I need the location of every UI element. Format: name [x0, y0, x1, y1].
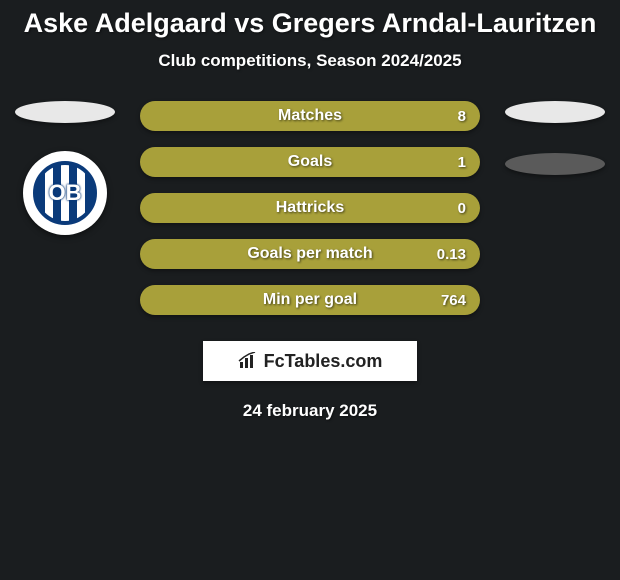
- stat-label: Goals: [288, 153, 332, 171]
- left-player-badge-placeholder: [15, 101, 115, 123]
- stat-value-right: 1: [458, 154, 466, 171]
- subtitle: Club competitions, Season 2024/2025: [0, 51, 620, 71]
- left-player-column: OB: [10, 101, 120, 235]
- attribution-text: FcTables.com: [264, 351, 383, 372]
- chart-icon: [238, 352, 260, 370]
- right-player-badge-placeholder-1: [505, 101, 605, 123]
- stat-bar: Matches 8: [140, 101, 480, 131]
- right-player-column: [500, 101, 610, 175]
- stat-label: Min per goal: [263, 291, 357, 309]
- stat-value-right: 0: [458, 200, 466, 217]
- stat-bar: Min per goal 764: [140, 285, 480, 315]
- stat-bar: Goals per match 0.13: [140, 239, 480, 269]
- stat-label: Hattricks: [276, 199, 344, 217]
- stat-label: Matches: [278, 107, 342, 125]
- attribution-badge: FcTables.com: [203, 341, 417, 381]
- stat-value-right: 8: [458, 108, 466, 125]
- stat-bar: Hattricks 0: [140, 193, 480, 223]
- page-title: Aske Adelgaard vs Gregers Arndal-Lauritz…: [0, 0, 620, 39]
- stat-label: Goals per match: [247, 245, 372, 263]
- stat-bars: Matches 8 Goals 1 Hattricks 0 Goals per match 0…: [140, 101, 480, 315]
- stat-value-right: 0.13: [437, 246, 466, 263]
- date-text: 24 february 2025: [0, 401, 620, 421]
- stat-bar: Goals 1: [140, 147, 480, 177]
- right-player-badge-placeholder-2: [505, 153, 605, 175]
- club-badge-text: OB: [49, 180, 82, 206]
- comparison-content: OB Matches 8 Goals 1 Hattricks 0 Goals per mat…: [0, 101, 620, 421]
- stat-value-right: 764: [441, 292, 466, 309]
- left-club-badge: OB: [23, 151, 107, 235]
